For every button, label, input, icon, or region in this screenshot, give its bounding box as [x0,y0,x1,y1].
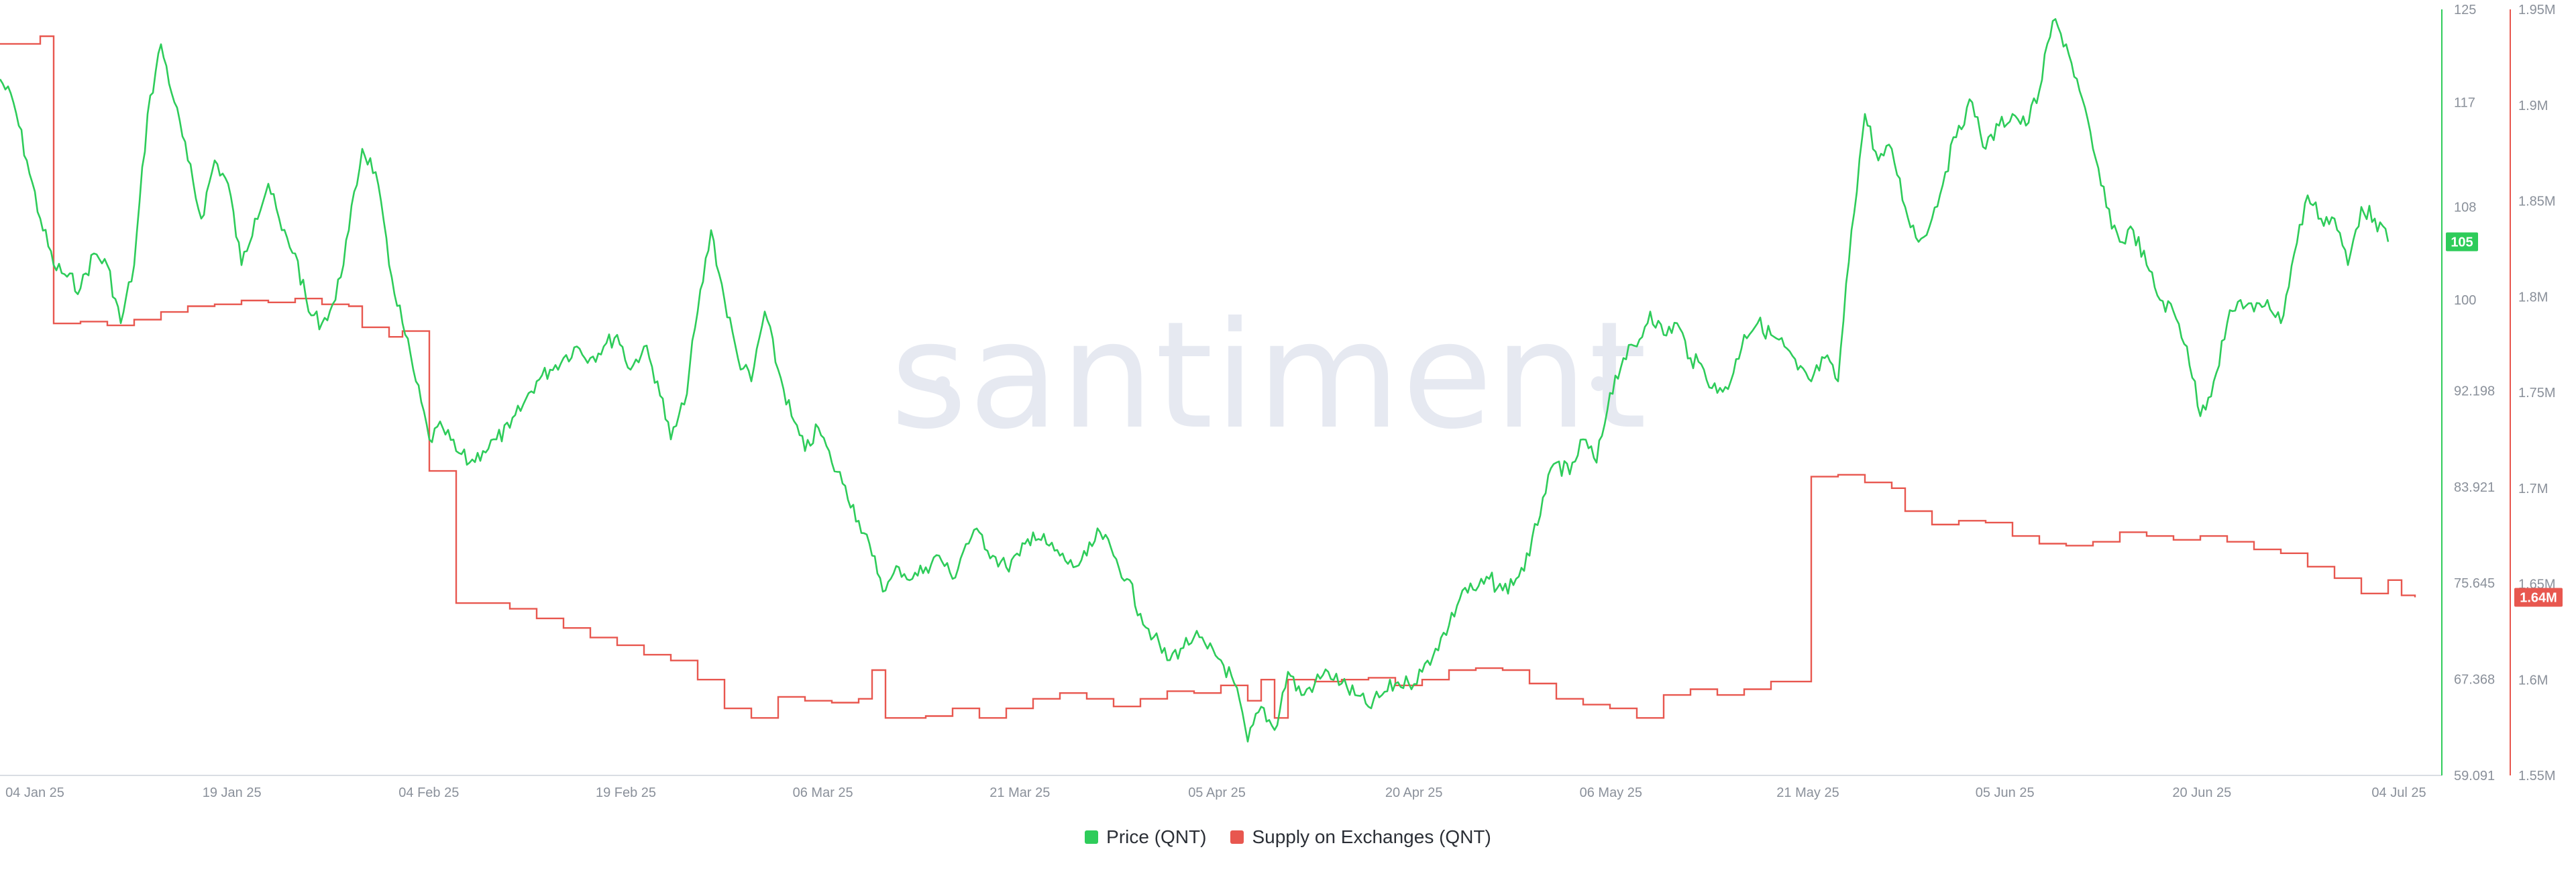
price-tick-label: 100 [2454,293,2476,308]
watermark-text: santiment [890,290,1648,461]
x-tick-label: 19 Feb 25 [596,785,656,800]
price-tick-label: 108 [2454,201,2476,215]
legend-swatch-supply [1230,830,1244,844]
chart-legend: Price (QNT) Supply on Exchanges (QNT) [0,826,2576,848]
x-tick-label: 05 Apr 25 [1188,785,1246,800]
supply-current-label: 1.64M [2520,590,2557,605]
santiment-watermark: santiment [890,290,1648,461]
current-value-badges: 105 1.64M [2446,232,2563,607]
chart-axes: 04 Jan 25 19 Jan 25 04 Feb 25 19 Feb 25 06 M… [0,3,2556,800]
price-tick-label: 83.921 [2454,480,2495,495]
price-tick-label: 92.198 [2454,384,2495,398]
legend-label-supply: Supply on Exchanges (QNT) [1252,826,1491,847]
price-current-label: 105 [2451,235,2473,250]
watermark-dot-right [1591,376,1606,391]
x-tick-label: 19 Jan 25 [203,785,262,800]
price-tick-label: 59.091 [2454,769,2495,783]
chart-series [0,18,2416,743]
price-tick-label: 67.368 [2454,673,2495,688]
legend-swatch-price [1085,830,1099,844]
price-series-line [0,18,2390,743]
supply-tick-label: 1.6M [2518,673,2548,688]
supply-tick-label: 1.7M [2518,482,2548,496]
supply-current-badge [2514,588,2563,607]
x-tick-label: 21 May 25 [1776,785,1839,800]
x-tick-label: 20 Apr 25 [1385,785,1443,800]
x-tick-label: 04 Feb 25 [398,785,459,800]
x-tick-label: 05 Jun 25 [1976,785,2035,800]
legend-item-price[interactable]: Price (QNT) [1085,826,1206,848]
price-tick-label: 125 [2454,3,2476,17]
legend-item-supply[interactable]: Supply on Exchanges (QNT) [1230,826,1491,848]
price-tick-label: 117 [2454,96,2475,111]
x-tick-label: 06 Mar 25 [793,785,853,800]
watermark-dot-left [935,376,950,391]
x-tick-label: 20 Jun 25 [2172,785,2231,800]
supply-tick-label: 1.8M [2518,290,2548,305]
supply-tick-label: 1.75M [2518,386,2556,400]
supply-tick-label: 1.95M [2518,3,2556,17]
price-tick-label: 75.645 [2454,576,2495,591]
x-tick-label: 04 Jul 25 [2371,785,2426,800]
supply-tick-label: 1.55M [2518,769,2556,783]
supply-tick-label: 1.85M [2518,195,2556,209]
x-tick-label: 21 Mar 25 [989,785,1050,800]
supply-series-line [0,35,2416,719]
legend-label-price: Price (QNT) [1106,826,1207,847]
supply-tick-label: 1.9M [2518,99,2548,113]
x-tick-label: 06 May 25 [1580,785,1642,800]
price-current-badge [2446,232,2478,252]
x-tick-label: 04 Jan 25 [5,785,64,800]
